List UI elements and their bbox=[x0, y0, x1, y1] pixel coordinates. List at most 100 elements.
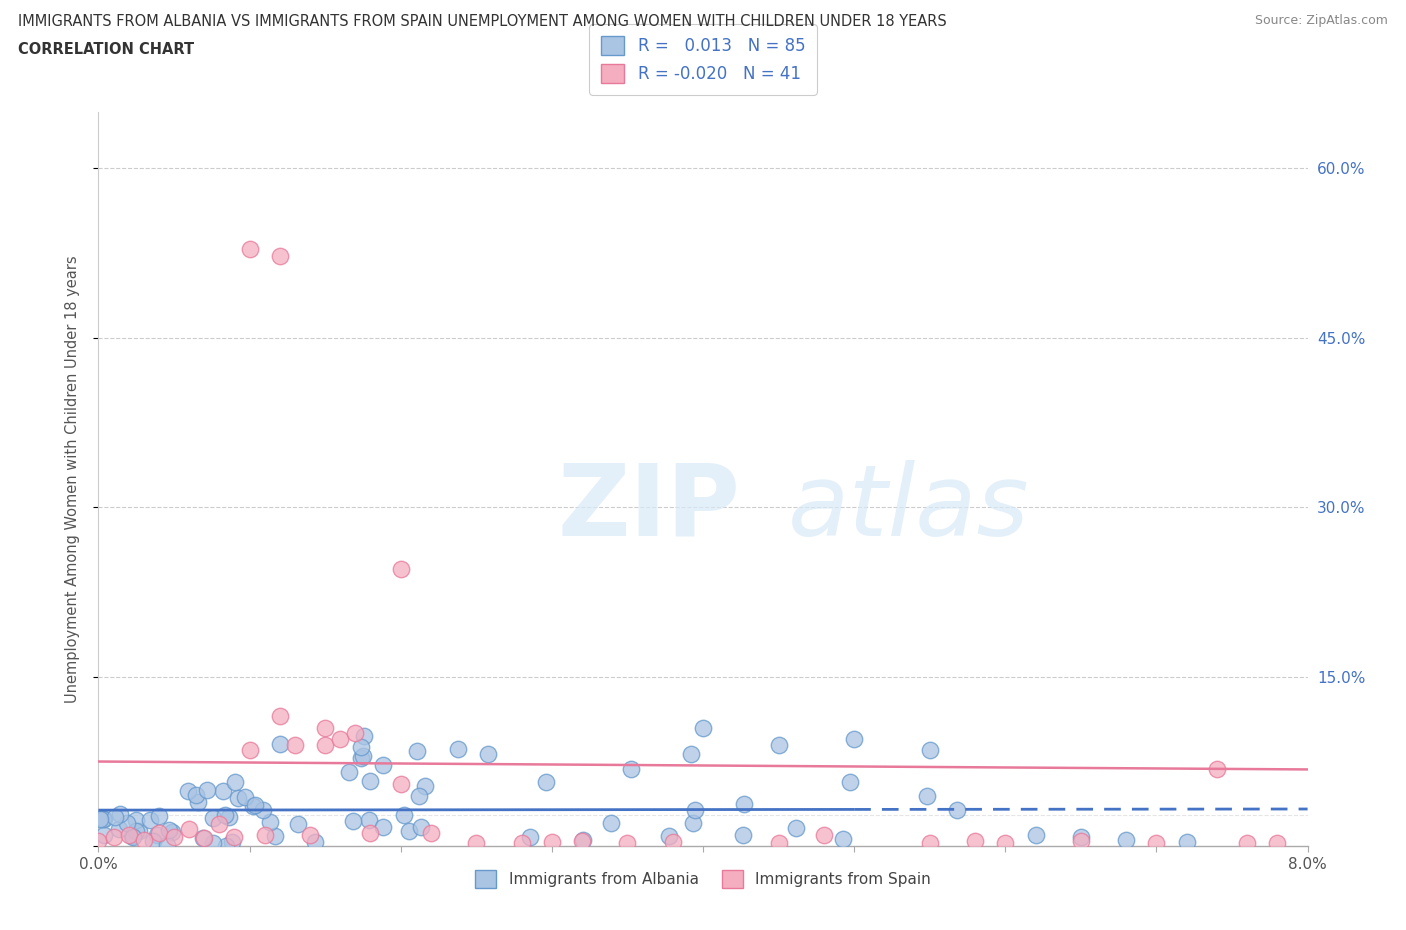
Point bbox=[118, 828, 141, 843]
Point bbox=[287, 817, 309, 831]
Point bbox=[156, 838, 179, 853]
Point bbox=[208, 817, 231, 831]
Point bbox=[299, 828, 322, 843]
Point bbox=[218, 810, 240, 825]
Point bbox=[1236, 835, 1258, 850]
Point bbox=[510, 835, 533, 850]
Point bbox=[679, 747, 702, 762]
Point bbox=[1175, 834, 1198, 849]
Point bbox=[536, 774, 558, 789]
Point bbox=[420, 825, 443, 840]
Point bbox=[93, 812, 115, 827]
Point bbox=[1070, 830, 1092, 844]
Point bbox=[918, 835, 941, 850]
Point bbox=[832, 831, 855, 846]
Point bbox=[1267, 835, 1289, 850]
Point bbox=[239, 743, 262, 758]
Point bbox=[226, 790, 249, 805]
Point bbox=[163, 830, 186, 844]
Point bbox=[398, 824, 420, 839]
Point bbox=[242, 798, 264, 813]
Text: atlas: atlas bbox=[787, 459, 1029, 557]
Point bbox=[103, 830, 125, 844]
Point bbox=[193, 830, 215, 845]
Point bbox=[357, 813, 380, 828]
Point bbox=[139, 813, 162, 828]
Point bbox=[572, 832, 595, 847]
Point bbox=[263, 829, 285, 844]
Point bbox=[115, 816, 138, 830]
Point bbox=[193, 830, 215, 845]
Point bbox=[269, 736, 291, 751]
Point bbox=[371, 758, 394, 773]
Point bbox=[405, 743, 427, 758]
Point bbox=[304, 835, 326, 850]
Point bbox=[352, 749, 374, 764]
Text: ZIP: ZIP bbox=[558, 459, 741, 557]
Point bbox=[620, 762, 643, 777]
Point bbox=[731, 828, 754, 843]
Point bbox=[103, 809, 125, 824]
Point bbox=[682, 815, 704, 830]
Point bbox=[125, 823, 148, 838]
Point bbox=[108, 807, 131, 822]
Point bbox=[692, 720, 714, 735]
Point bbox=[162, 825, 184, 840]
Point bbox=[915, 789, 938, 804]
Point bbox=[447, 742, 470, 757]
Point bbox=[389, 777, 412, 791]
Point bbox=[477, 747, 499, 762]
Point bbox=[142, 833, 165, 848]
Point bbox=[1115, 832, 1137, 847]
Point bbox=[683, 803, 706, 817]
Point bbox=[93, 827, 115, 842]
Point bbox=[350, 751, 373, 765]
Point bbox=[269, 249, 291, 264]
Point bbox=[540, 834, 562, 849]
Point bbox=[661, 834, 683, 849]
Point bbox=[157, 823, 180, 838]
Point bbox=[658, 829, 681, 844]
Point bbox=[344, 725, 367, 740]
Point bbox=[93, 812, 115, 827]
Text: IMMIGRANTS FROM ALBANIA VS IMMIGRANTS FROM SPAIN UNEMPLOYMENT AMONG WOMEN WITH C: IMMIGRANTS FROM ALBANIA VS IMMIGRANTS FR… bbox=[18, 14, 948, 29]
Point bbox=[768, 737, 790, 752]
Point bbox=[785, 820, 807, 835]
Point bbox=[768, 835, 790, 850]
Point bbox=[121, 830, 143, 844]
Y-axis label: Unemployment Among Women with Children Under 18 years: Unemployment Among Women with Children U… bbox=[65, 255, 80, 703]
Point bbox=[599, 816, 621, 830]
Point bbox=[148, 825, 170, 840]
Point bbox=[239, 242, 262, 257]
Point bbox=[125, 813, 148, 828]
Point bbox=[314, 720, 336, 735]
Point bbox=[233, 790, 256, 804]
Point bbox=[1206, 762, 1229, 777]
Point bbox=[342, 814, 364, 829]
Point bbox=[224, 830, 246, 844]
Point bbox=[259, 815, 281, 830]
Point bbox=[148, 809, 170, 824]
Text: CORRELATION CHART: CORRELATION CHART bbox=[18, 42, 194, 57]
Point bbox=[89, 812, 111, 827]
Point bbox=[844, 732, 866, 747]
Point bbox=[132, 832, 155, 847]
Point bbox=[221, 834, 243, 849]
Point bbox=[918, 743, 941, 758]
Point bbox=[314, 737, 336, 752]
Point bbox=[813, 828, 835, 843]
Point bbox=[946, 803, 969, 817]
Point bbox=[177, 784, 200, 799]
Point bbox=[411, 819, 433, 834]
Point bbox=[184, 788, 207, 803]
Point bbox=[146, 828, 169, 843]
Point bbox=[359, 774, 381, 789]
Point bbox=[212, 783, 235, 798]
Point bbox=[360, 825, 382, 840]
Point bbox=[224, 775, 246, 790]
Point bbox=[519, 830, 541, 844]
Point bbox=[371, 819, 394, 834]
Point bbox=[838, 774, 860, 789]
Point bbox=[195, 783, 218, 798]
Point bbox=[337, 764, 360, 779]
